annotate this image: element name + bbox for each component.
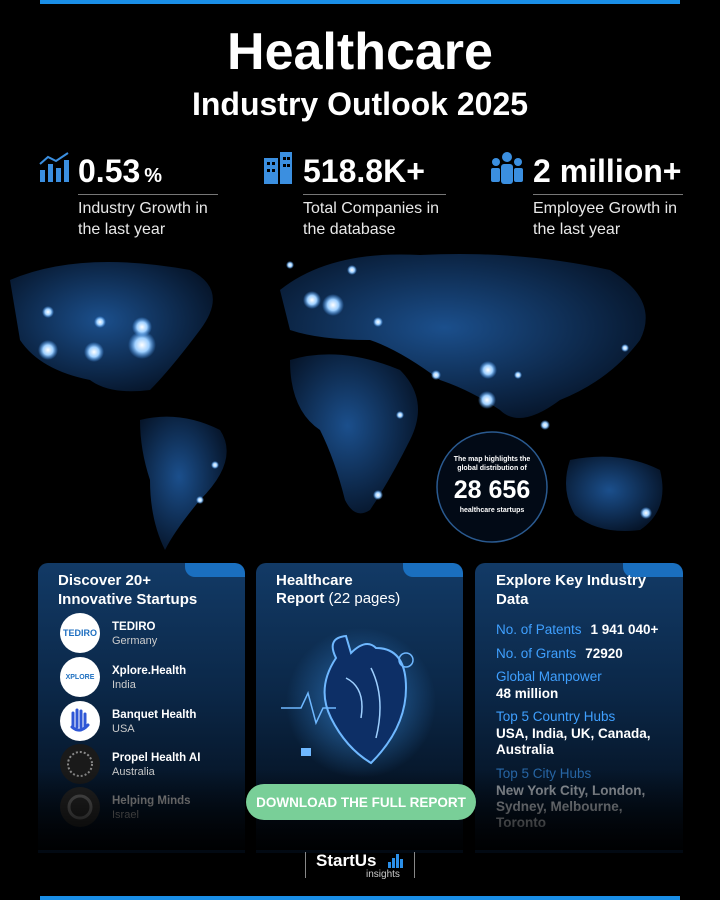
startup-logo: [60, 701, 100, 741]
data-value: 48 million: [496, 686, 559, 701]
data-row: No. of Grants 72920: [496, 645, 676, 663]
card-tab: [403, 563, 463, 577]
bottom-bar: [40, 896, 680, 900]
card-subtitle: Report (22 pages): [276, 590, 400, 607]
data-row: No. of Patents 1 941 040+: [496, 621, 676, 639]
stat-rule: [303, 194, 446, 195]
card-title: Explore Key Industry Data: [496, 572, 647, 608]
callout-tail: healthcare startups: [459, 507, 525, 514]
stat-label: Total Companies in the database: [303, 200, 440, 238]
callout-circle: [436, 431, 548, 543]
stat-label: Employee Growth in the last year: [533, 200, 678, 238]
card-title-bold: Report: [276, 590, 325, 607]
stat-rule: [533, 194, 683, 195]
growth-icon: [39, 152, 69, 182]
subtitle: Industry Outlook 2025: [191, 86, 529, 122]
world-map: [10, 254, 663, 550]
card-tab: [185, 563, 245, 577]
data-value: 72920: [585, 646, 623, 661]
heart-illustration: [281, 628, 436, 778]
stat-value: 0.53%: [78, 153, 162, 190]
footer-rule: [414, 852, 415, 878]
employees-icon: [491, 152, 523, 184]
page-count: (22 pages): [328, 590, 401, 607]
download-button[interactable]: DOWNLOAD THE FULL REPORT: [246, 784, 476, 820]
startup-logo: XPLORE: [60, 657, 100, 697]
startup-dots: [38, 261, 652, 519]
companies-icon: [264, 152, 292, 184]
brand: StartUs: [316, 851, 377, 870]
stat-label: Industry Growth in the last year: [78, 200, 208, 238]
startup-country: USA: [112, 723, 135, 735]
card-tab: [623, 563, 683, 577]
stat-value: 2 million+: [533, 153, 682, 189]
startup-name: Helping Minds: [112, 795, 191, 807]
stat-rule: [78, 194, 218, 195]
data-label: Global Manpower: [496, 669, 602, 684]
title: Healthcare: [227, 23, 493, 81]
stat-number: 0.53: [78, 153, 141, 189]
data-value: 1 941 040+: [590, 622, 659, 637]
continents: [10, 254, 663, 550]
startup-logo: [60, 744, 100, 784]
startup-country: India: [112, 679, 136, 691]
data-card: Explore Key Industry Data No. of Patents…: [475, 563, 683, 853]
brand-sub: insights: [366, 869, 400, 880]
startup-country: Israel: [112, 809, 139, 821]
stat-value: 518.8K+: [303, 153, 425, 189]
footer-rule: [305, 852, 306, 878]
callout-lead: The map highlights the global distributi…: [453, 456, 531, 472]
startup-country: Germany: [112, 635, 158, 647]
startups-card: Discover 20+ Innovative Startups TEDIRO …: [38, 563, 245, 853]
startup-name: Xplore.Health: [112, 665, 187, 677]
card-title: Discover 20+ Innovative Startups: [58, 572, 198, 608]
data-value: USA, India, UK, Canada, Australia: [496, 726, 651, 757]
data-label: No. of Patents: [496, 622, 582, 637]
startup-country: Australia: [112, 766, 155, 778]
callout-count: 28 656: [453, 476, 531, 504]
data-value: New York City, London, Sydney, Melbourne…: [496, 783, 646, 830]
startup-logo: [60, 787, 100, 827]
data-label: No. of Grants: [496, 646, 577, 661]
top-bar: [40, 0, 680, 4]
startup-name: TEDIRO: [112, 621, 156, 633]
startup-logo: TEDIRO: [60, 613, 100, 653]
card-title: Healthcare: [276, 572, 353, 589]
startup-name: Banquet Health: [112, 709, 197, 721]
startup-name: Propel Health AI: [112, 752, 201, 764]
data-label: Top 5 Country Hubs: [496, 709, 616, 724]
stat-unit: %: [144, 165, 163, 187]
data-label: Top 5 City Hubs: [496, 766, 592, 781]
brand-icon: [388, 854, 403, 868]
